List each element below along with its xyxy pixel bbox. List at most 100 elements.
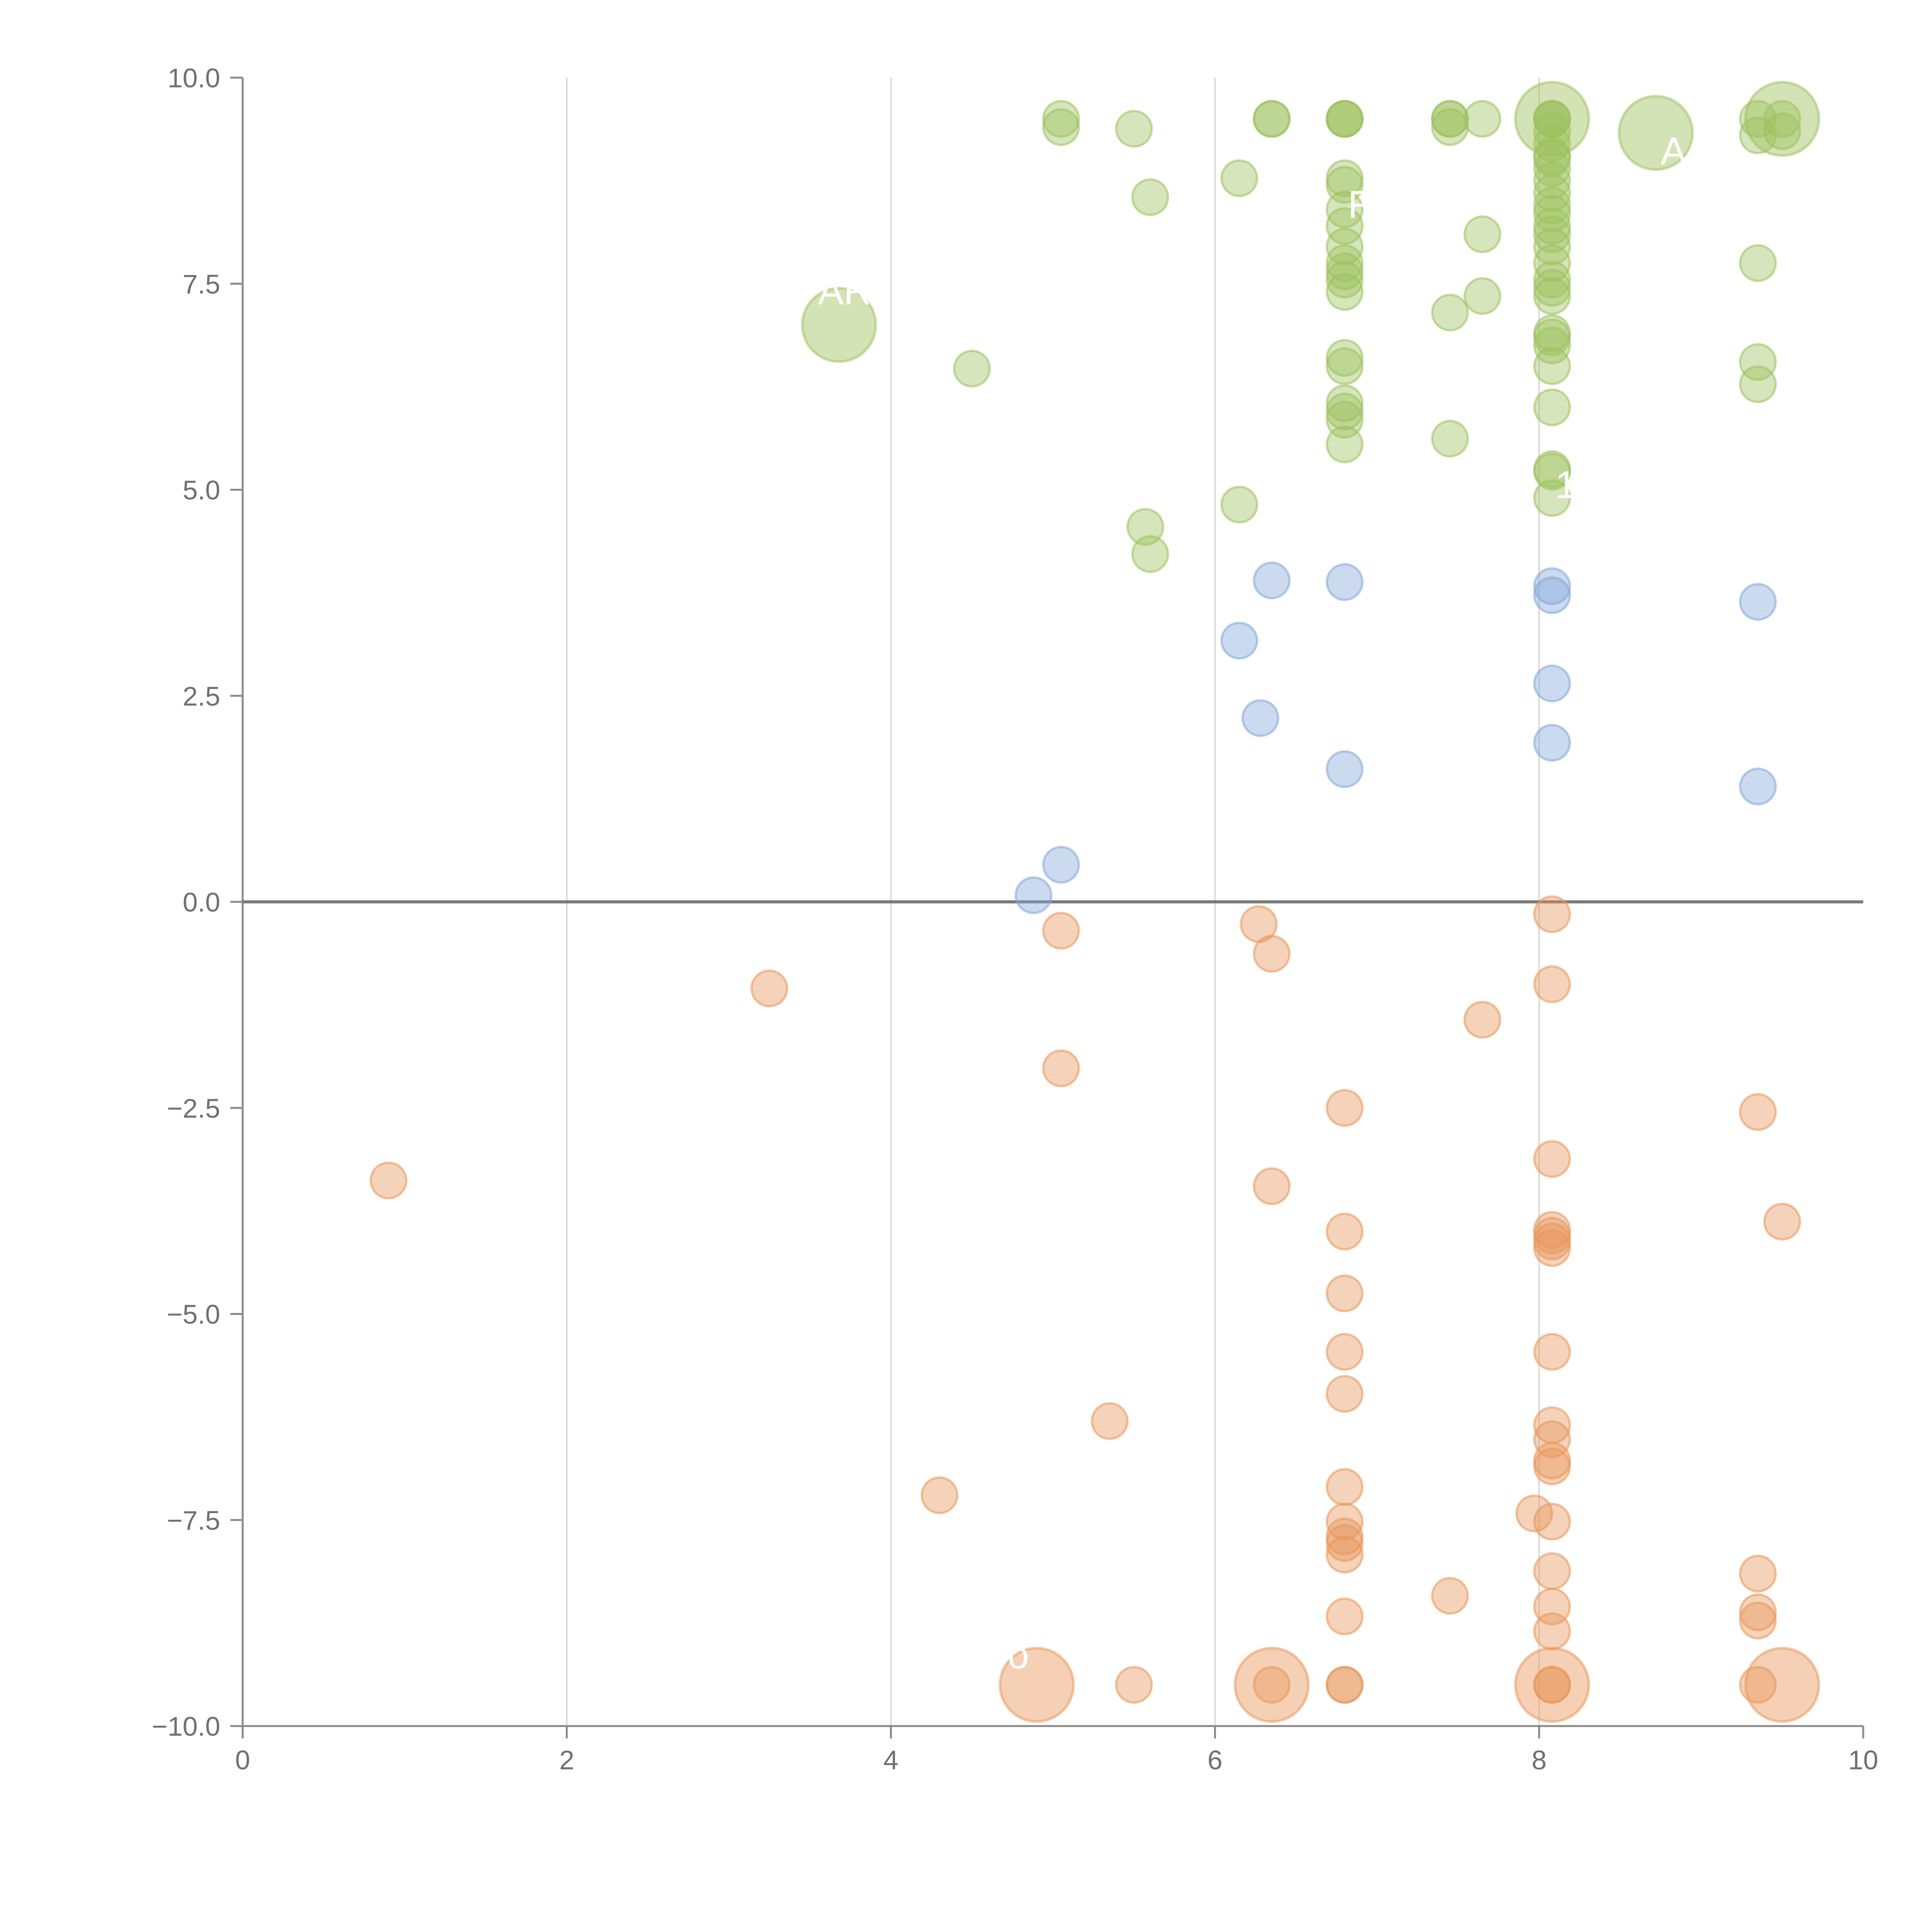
- data-point: [1533, 388, 1571, 427]
- large-data-point: [1514, 81, 1590, 157]
- data-point: [1042, 1049, 1080, 1087]
- data-point: [1325, 190, 1364, 229]
- data-point: [1325, 1333, 1364, 1371]
- data-point: [1325, 339, 1364, 377]
- data-point: [1739, 365, 1777, 403]
- data-point: [369, 1161, 408, 1199]
- data-point: [1739, 1554, 1777, 1593]
- data-point: [1325, 207, 1364, 245]
- data-point: [750, 969, 789, 1007]
- data-point: [1042, 100, 1080, 138]
- x-tick-label: 0: [235, 1745, 250, 1775]
- data-point: [1220, 485, 1259, 524]
- data-point: [1533, 194, 1571, 233]
- data-point: [1533, 1552, 1571, 1590]
- data-point: [1739, 1093, 1777, 1131]
- data-point: [1325, 384, 1364, 422]
- data-point: [1325, 244, 1364, 282]
- data-point: [1739, 583, 1777, 621]
- y-tick-label: −7.5: [167, 1505, 220, 1536]
- data-point: [1515, 1494, 1553, 1532]
- data-point: [1463, 215, 1502, 253]
- data-point: [1463, 277, 1502, 315]
- x-tick-label: 2: [559, 1745, 574, 1775]
- data-point: [1431, 100, 1469, 138]
- y-tick-label: 10.0: [168, 63, 220, 93]
- data-point: [1090, 1402, 1129, 1440]
- data-point: [1763, 112, 1801, 150]
- data-point: [1325, 1597, 1364, 1636]
- data-point: [1533, 576, 1571, 614]
- y-tick-label: −2.5: [167, 1093, 220, 1123]
- data-point: [1463, 1001, 1502, 1039]
- data-point: [1325, 100, 1364, 138]
- data-point: [1533, 347, 1571, 385]
- data-point: [1325, 1666, 1364, 1704]
- data-point: [1220, 621, 1259, 660]
- data-point: [1131, 535, 1169, 573]
- data-point: [1739, 1601, 1777, 1639]
- data-point: [1431, 293, 1469, 332]
- data-point: [1115, 1666, 1153, 1704]
- data-point: [1325, 252, 1364, 291]
- data-point: [1253, 1167, 1291, 1205]
- x-tick-label: 10: [1848, 1745, 1878, 1775]
- data-point: [1533, 174, 1571, 212]
- data-point: [1220, 159, 1259, 197]
- data-point: [953, 349, 991, 388]
- data-point: [1533, 965, 1571, 1003]
- data-point: [1325, 1089, 1364, 1127]
- y-tick-label: 5.0: [183, 475, 220, 505]
- annotation-label: o: [1008, 1634, 1029, 1677]
- data-point: [1325, 750, 1364, 788]
- large-data-point: [998, 1646, 1075, 1723]
- data-point: [1533, 567, 1571, 605]
- data-point: [1533, 452, 1571, 491]
- data-point: [1325, 260, 1364, 299]
- data-point: [1533, 1140, 1571, 1178]
- data-point: [1131, 178, 1169, 216]
- data-point: [1533, 318, 1571, 356]
- annotations: AR R A 1 o: [818, 129, 1687, 1677]
- y-tick-label: 2.5: [183, 681, 220, 711]
- data-point: [1533, 664, 1571, 702]
- data-point: [1325, 563, 1364, 601]
- y-tick-label: 0.0: [183, 887, 220, 917]
- data-point: [1533, 327, 1571, 365]
- data-point: [1325, 347, 1364, 385]
- data-point: [1241, 699, 1279, 737]
- x-tick-label: 8: [1532, 1745, 1547, 1775]
- data-point: [1533, 1612, 1571, 1650]
- large-data-point: [1744, 1646, 1820, 1723]
- data-point: [1533, 260, 1571, 299]
- data-point: [1739, 767, 1777, 806]
- data-point: [1325, 1536, 1364, 1574]
- data-point: [1325, 273, 1364, 311]
- data-point: [920, 1476, 959, 1514]
- data-point: [1533, 1447, 1571, 1486]
- y-tick-label: 7.5: [183, 269, 220, 299]
- data-point: [1325, 1503, 1364, 1541]
- annotation-label: A: [1661, 129, 1687, 173]
- data-point: [1533, 215, 1571, 253]
- data-point: [1533, 1420, 1571, 1458]
- x-tick-label: 6: [1208, 1745, 1223, 1775]
- data-points: [369, 81, 1820, 1723]
- annotation-label: AR: [818, 270, 872, 313]
- y-tick-label: −5.0: [167, 1299, 220, 1330]
- data-point: [1533, 724, 1571, 762]
- data-point: [1763, 1202, 1801, 1241]
- data-point: [1533, 186, 1571, 224]
- data-point: [1533, 1503, 1571, 1541]
- data-point: [1042, 108, 1080, 146]
- data-point: [1253, 1666, 1291, 1704]
- data-point: [1253, 100, 1291, 138]
- data-point: [1325, 1375, 1364, 1413]
- annotation-label: 1: [1555, 463, 1577, 507]
- large-data-point: [801, 287, 877, 363]
- data-point: [1325, 1468, 1364, 1506]
- data-point: [1533, 269, 1571, 307]
- data-point: [1431, 1577, 1469, 1615]
- axes: 0 2 4 6 8 10 −10.0 −7.5 −5.0 −2.5 0.0 2.5 5.0 7.5 10.0: [152, 63, 1878, 1775]
